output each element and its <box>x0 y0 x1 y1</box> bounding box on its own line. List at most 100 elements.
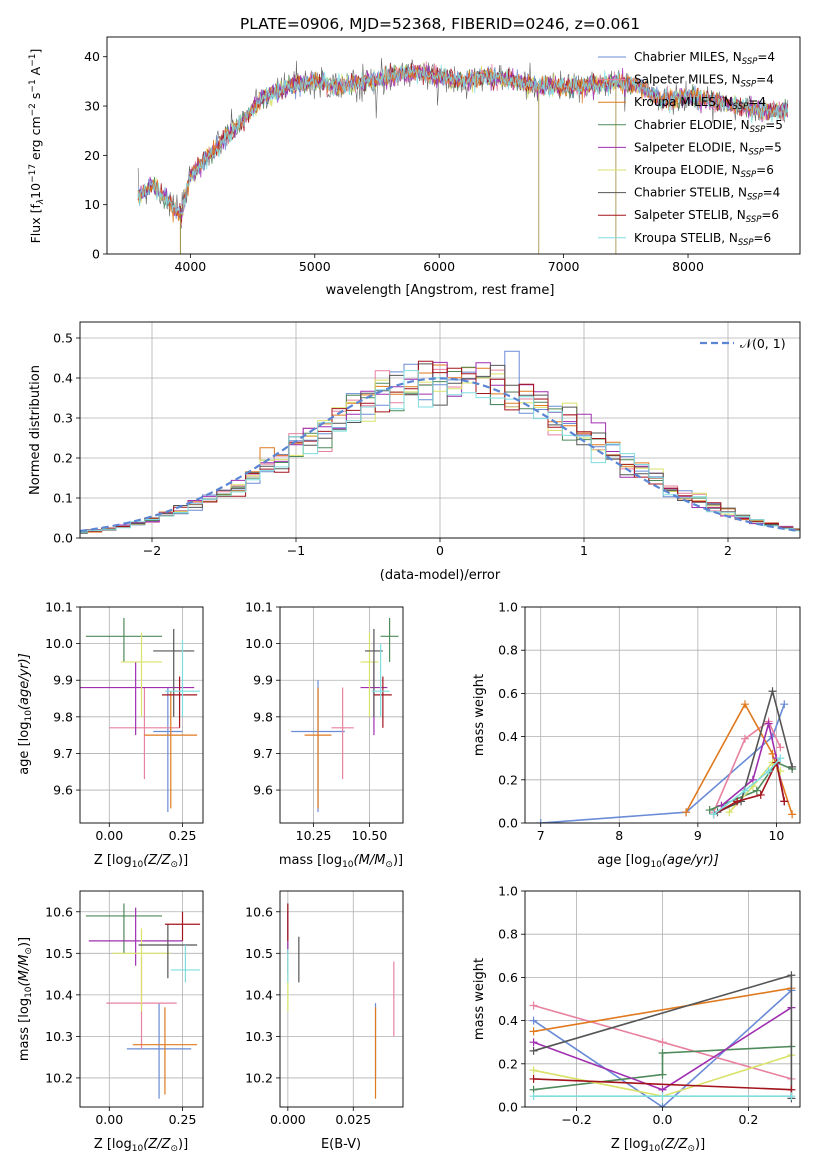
weight_vs_Z-axes: −0.2 0.0 0.2 0.0 0.2 0.4 0.6 0.8 1.0 <box>498 884 801 1127</box>
spectrum-ytick-label: 30 <box>84 99 100 114</box>
weight_vs_age-xtick-label: 8 <box>615 828 623 843</box>
weight_vs_Z-line-2 <box>533 987 792 1033</box>
weight_vs_age-marker-8 <box>709 810 718 819</box>
mass_vs_ebv-ytick-label: 10.6 <box>245 904 273 919</box>
mass_vs_Z-ytick-label: 10.5 <box>45 946 73 961</box>
weight_vs_age-ytick-label: 1.0 <box>498 600 518 615</box>
residuals-ytick-label: 0.5 <box>53 331 73 346</box>
legend-label-suffix: =6 <box>754 231 772 245</box>
weight_vs_age-xtick-label: 9 <box>694 828 702 843</box>
legend-label-sub: SSP <box>741 170 757 180</box>
weight_vs_Z-marker-1 <box>529 1001 538 1010</box>
panel-residuals: −2 −1 0 1 2 0.0 0.1 0.2 0.3 0.4 0.5 𝒩(0, 1) <box>53 321 801 558</box>
spectrum-xtick-label: 6000 <box>423 259 455 274</box>
weight_vs_age-marker-7 <box>733 797 742 806</box>
age_vs_mass-xtick-label: 10.25 <box>296 828 332 843</box>
weight_vs_age-marker-7 <box>780 797 789 806</box>
residuals-xtick-label: 1 <box>580 543 588 558</box>
spectrum-ytick-label: 20 <box>84 148 100 163</box>
residuals-ylabel: Normed distribution <box>28 365 43 495</box>
age_vs_mass-frame <box>279 606 404 824</box>
weight_vs_Z-marker-8 <box>658 1092 667 1101</box>
legend-label-name: Chabrier ELODIE, N <box>634 118 750 132</box>
residuals-ytick-label: 0.3 <box>53 411 73 426</box>
weight_vs_age-marker-8 <box>764 767 773 776</box>
mass_vs_ebv-xtick-label: 0.025 <box>335 1112 371 1127</box>
age_vs_mass-xtick-label: 10.50 <box>352 828 388 843</box>
age_vs_Z-ytick-label: 9.7 <box>53 746 73 761</box>
age_vs_mass-grid <box>280 606 403 823</box>
legend-label-suffix: =4 <box>748 95 766 109</box>
legend-label-sub: SSP <box>748 147 764 157</box>
spectrum-xtick-label: 8000 <box>672 259 704 274</box>
mass_vs_ebv-ytick-label: 10.3 <box>245 1029 273 1044</box>
legend-label-name: Salpeter STELIB, N <box>634 208 746 222</box>
panel-weight-vs-age: 7 8 9 10 0.0 0.2 0.4 0.6 0.8 1.0 <box>498 600 801 843</box>
legend-label-7: Salpeter STELIB, NSSP=6 <box>634 208 779 225</box>
weight_vs_age-ytick-label: 0.2 <box>498 772 518 787</box>
weight_vs_age-plot <box>536 687 797 823</box>
weight_vs_Z-marker-6 <box>529 1046 538 1055</box>
age_vs_Z-xtick-label: 0.25 <box>169 828 197 843</box>
weight_vs_age-ytick-label: 0.6 <box>498 686 518 701</box>
residuals-hist-0 <box>80 350 800 533</box>
legend-label-6: Chabrier STELIB, NSSP=4 <box>634 186 780 203</box>
panel-mass-vs-ebv: 0.000 0.025 10.2 10.3 10.4 10.5 10.6 <box>245 890 404 1127</box>
weight_vs_Z-marker-3 <box>658 1070 667 1079</box>
residuals-ytick-label: 0.2 <box>53 451 73 466</box>
legend-label-4: Salpeter ELODIE, NSSP=5 <box>634 140 782 157</box>
weight_vs_Z-marker-3 <box>658 1049 667 1057</box>
age_vs_Z-ytick-label: 9.6 <box>53 783 73 798</box>
legend-label-sub: SSP <box>733 102 749 112</box>
weight_vs_age-ytick-label: 0.8 <box>498 643 518 658</box>
residuals-normal-curve <box>80 377 800 533</box>
age_vs_mass-ytick-label: 10.0 <box>245 636 273 651</box>
legend-label-suffix: =4 <box>757 50 775 64</box>
weight_vs_age-line-8 <box>713 757 781 816</box>
weight_vs_age-ytick-label: 0.0 <box>498 816 518 831</box>
legend-label-0: Chabrier MILES, NSSP=4 <box>634 50 775 67</box>
age_vs_Z-ytick-label: 9.8 <box>53 709 73 724</box>
residuals-xtick-label: 0 <box>436 543 444 558</box>
spectrum-xlabel: wavelength [Angstrom, rest frame] <box>326 283 555 298</box>
weight_vs_age-line-1 <box>712 720 782 813</box>
weight_vs_age-axes: 7 8 9 10 0.0 0.2 0.4 0.6 0.8 1.0 <box>498 600 801 843</box>
mass_vs_ebv-ytick-label: 10.5 <box>245 946 273 961</box>
panel-age-vs-mass: 10.25 10.50 9.6 9.7 9.8 9.9 10.0 10.1 <box>245 600 404 843</box>
weight_vs_age-marker-6 <box>788 762 797 771</box>
weight_vs_age-marker-3 <box>752 786 761 795</box>
age_vs_mass-ytick-label: 10.1 <box>245 600 273 615</box>
weight_vs_Z-ytick-label: 0.6 <box>498 970 518 985</box>
weight_vs_Z-line-0 <box>533 989 792 1107</box>
weight_vs_Z-ytick-label: 1.0 <box>498 884 518 899</box>
mass_vs_ebv-xtick-label: 0.000 <box>270 1112 306 1127</box>
legend-label-name: Kroupa MILES, N <box>634 95 733 109</box>
mass_vs_Z-ytick-label: 10.4 <box>45 987 73 1002</box>
spectrum-ytick-label: 10 <box>84 197 100 212</box>
legend-label-suffix: =6 <box>756 163 774 177</box>
mass_vs_ebv-ytick-label: 10.4 <box>245 987 273 1002</box>
weight_vs_Z-line-7 <box>533 1078 792 1091</box>
residuals-ytick-label: 0.4 <box>53 371 73 386</box>
weight_vs_age-xtick-label: 10 <box>768 828 784 843</box>
weight_vs_age-ytick-label: 0.4 <box>498 729 518 744</box>
mass-vs-z-ylabel: mass [log10(M/M⊙)] <box>17 937 34 1061</box>
legend-label-suffix: =5 <box>765 118 783 132</box>
mass_vs_Z-ytick-label: 10.6 <box>45 904 73 919</box>
mass_vs_Z-plot <box>85 903 201 1099</box>
residuals-ytick-label: 0.1 <box>53 491 73 506</box>
spectrum-series-8 <box>137 64 788 216</box>
panel-spectrum: 4000 5000 6000 7000 8000 0 10 20 30 40 Chabrier MI… <box>84 36 801 274</box>
weight_vs_age-marker-7 <box>756 790 765 799</box>
weight_vs_age-line-6 <box>717 688 793 813</box>
age-vs-mass-xlabel: mass [log10(M/M⊙)] <box>279 853 403 870</box>
weight_vs_Z-ytick-label: 0.2 <box>498 1056 518 1071</box>
weight_vs_age-marker-3 <box>705 806 714 815</box>
age_vs_Z-plot <box>80 617 201 813</box>
legend-label-name: Salpeter MILES, N <box>634 73 741 87</box>
legend-label-5: Kroupa ELODIE, NSSP=6 <box>634 163 774 180</box>
age-vs-z-xlabel: Z [log10(Z/Z⊙)] <box>94 853 188 870</box>
residuals-xlabel: (data-model)/error <box>380 568 501 583</box>
weight_vs_Z-marker-8 <box>529 1092 538 1101</box>
weight_vs_Z-ytick-label: 0.4 <box>498 1013 518 1028</box>
